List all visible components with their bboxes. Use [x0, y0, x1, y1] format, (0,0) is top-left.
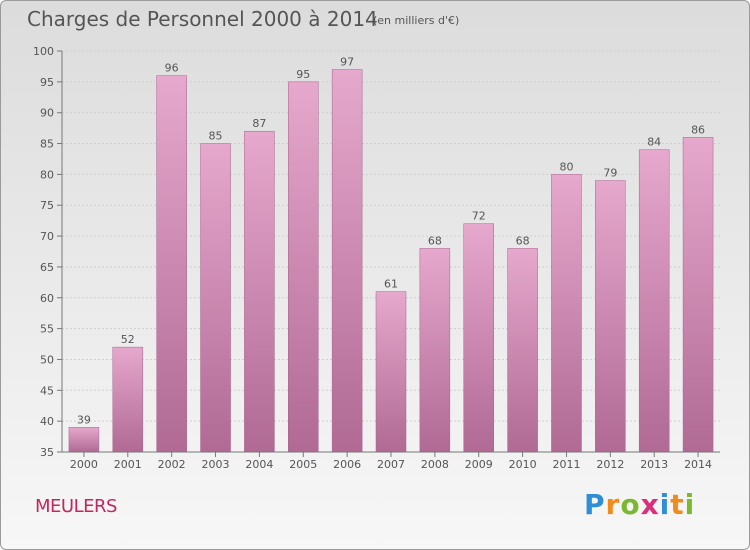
labels: 35 40 45 50 55 60 65 70 75 80 85 90 95 100 39 2000 52 200… — [33, 45, 712, 471]
bar — [288, 81, 319, 453]
bar — [375, 291, 407, 453]
x-tick-label: 2007 — [377, 458, 405, 471]
bar — [331, 69, 363, 453]
logo-letter: i — [659, 488, 671, 521]
data-label: 86 — [691, 123, 705, 136]
bar — [68, 427, 100, 453]
bar — [595, 180, 626, 453]
x-tick-label: 2000 — [70, 458, 98, 471]
y-tick-label: 35 — [40, 446, 54, 459]
logo-letter: P — [584, 488, 606, 521]
y-tick-label: 50 — [40, 353, 54, 366]
bar — [463, 223, 494, 453]
y-tick-label: 95 — [40, 76, 54, 89]
y-tick-label: 55 — [40, 323, 54, 336]
data-label: 87 — [252, 117, 266, 130]
proxiti-logo: Proxiti — [584, 488, 695, 521]
chart-subtitle: (en milliers d'€) — [373, 14, 460, 27]
logo-letter: r — [605, 488, 621, 521]
data-label: 97 — [340, 56, 354, 69]
bar — [156, 75, 187, 453]
y-tick-label: 85 — [40, 138, 54, 151]
bar — [112, 346, 144, 453]
bar — [244, 130, 275, 453]
data-label: 68 — [516, 234, 530, 247]
y-tick-label: 80 — [40, 168, 54, 181]
data-label: 39 — [77, 413, 91, 426]
logo-letter: t — [670, 488, 685, 521]
data-label: 79 — [603, 167, 617, 180]
bar — [551, 174, 582, 453]
y-tick-label: 70 — [40, 230, 54, 243]
bar — [507, 248, 538, 453]
x-tick-label: 2001 — [114, 458, 142, 471]
data-label: 52 — [121, 333, 135, 346]
x-tick-label: 2003 — [202, 458, 230, 471]
y-tick-label: 40 — [40, 415, 54, 428]
data-label: 84 — [647, 136, 661, 149]
axes — [57, 50, 720, 457]
y-tick-label: 100 — [33, 45, 54, 58]
data-label: 61 — [384, 278, 398, 291]
bar — [200, 143, 231, 453]
chart-title: Charges de Personnel 2000 à 2014 — [27, 7, 378, 31]
data-label: 85 — [209, 130, 223, 143]
y-tick-label: 90 — [40, 107, 54, 120]
x-tick-label: 2002 — [158, 458, 186, 471]
x-tick-label: 2006 — [333, 458, 361, 471]
y-tick-label: 65 — [40, 261, 54, 274]
x-tick-label: 2014 — [684, 458, 712, 471]
x-tick-label: 2004 — [245, 458, 273, 471]
data-label: 72 — [472, 210, 486, 223]
logo-letter: o — [620, 488, 641, 521]
x-tick-label: 2011 — [552, 458, 580, 471]
data-label: 68 — [428, 234, 442, 247]
logo-letter: x — [640, 488, 660, 521]
data-label: 96 — [165, 62, 179, 75]
y-tick-label: 75 — [40, 199, 54, 212]
bar — [419, 248, 451, 453]
x-tick-label: 2012 — [596, 458, 624, 471]
y-tick-label: 60 — [40, 292, 54, 305]
x-tick-label: 2010 — [509, 458, 537, 471]
y-tick-label: 45 — [40, 384, 54, 397]
logo-letter: i — [684, 488, 696, 521]
data-label: 95 — [296, 68, 310, 81]
bar — [682, 137, 714, 453]
data-label: 80 — [559, 160, 573, 173]
bars — [68, 69, 714, 453]
commune-name: MEULERS — [35, 496, 117, 517]
x-tick-label: 2009 — [465, 458, 493, 471]
x-tick-label: 2008 — [421, 458, 449, 471]
bar — [638, 149, 670, 453]
x-tick-label: 2013 — [640, 458, 668, 471]
x-tick-label: 2005 — [289, 458, 317, 471]
